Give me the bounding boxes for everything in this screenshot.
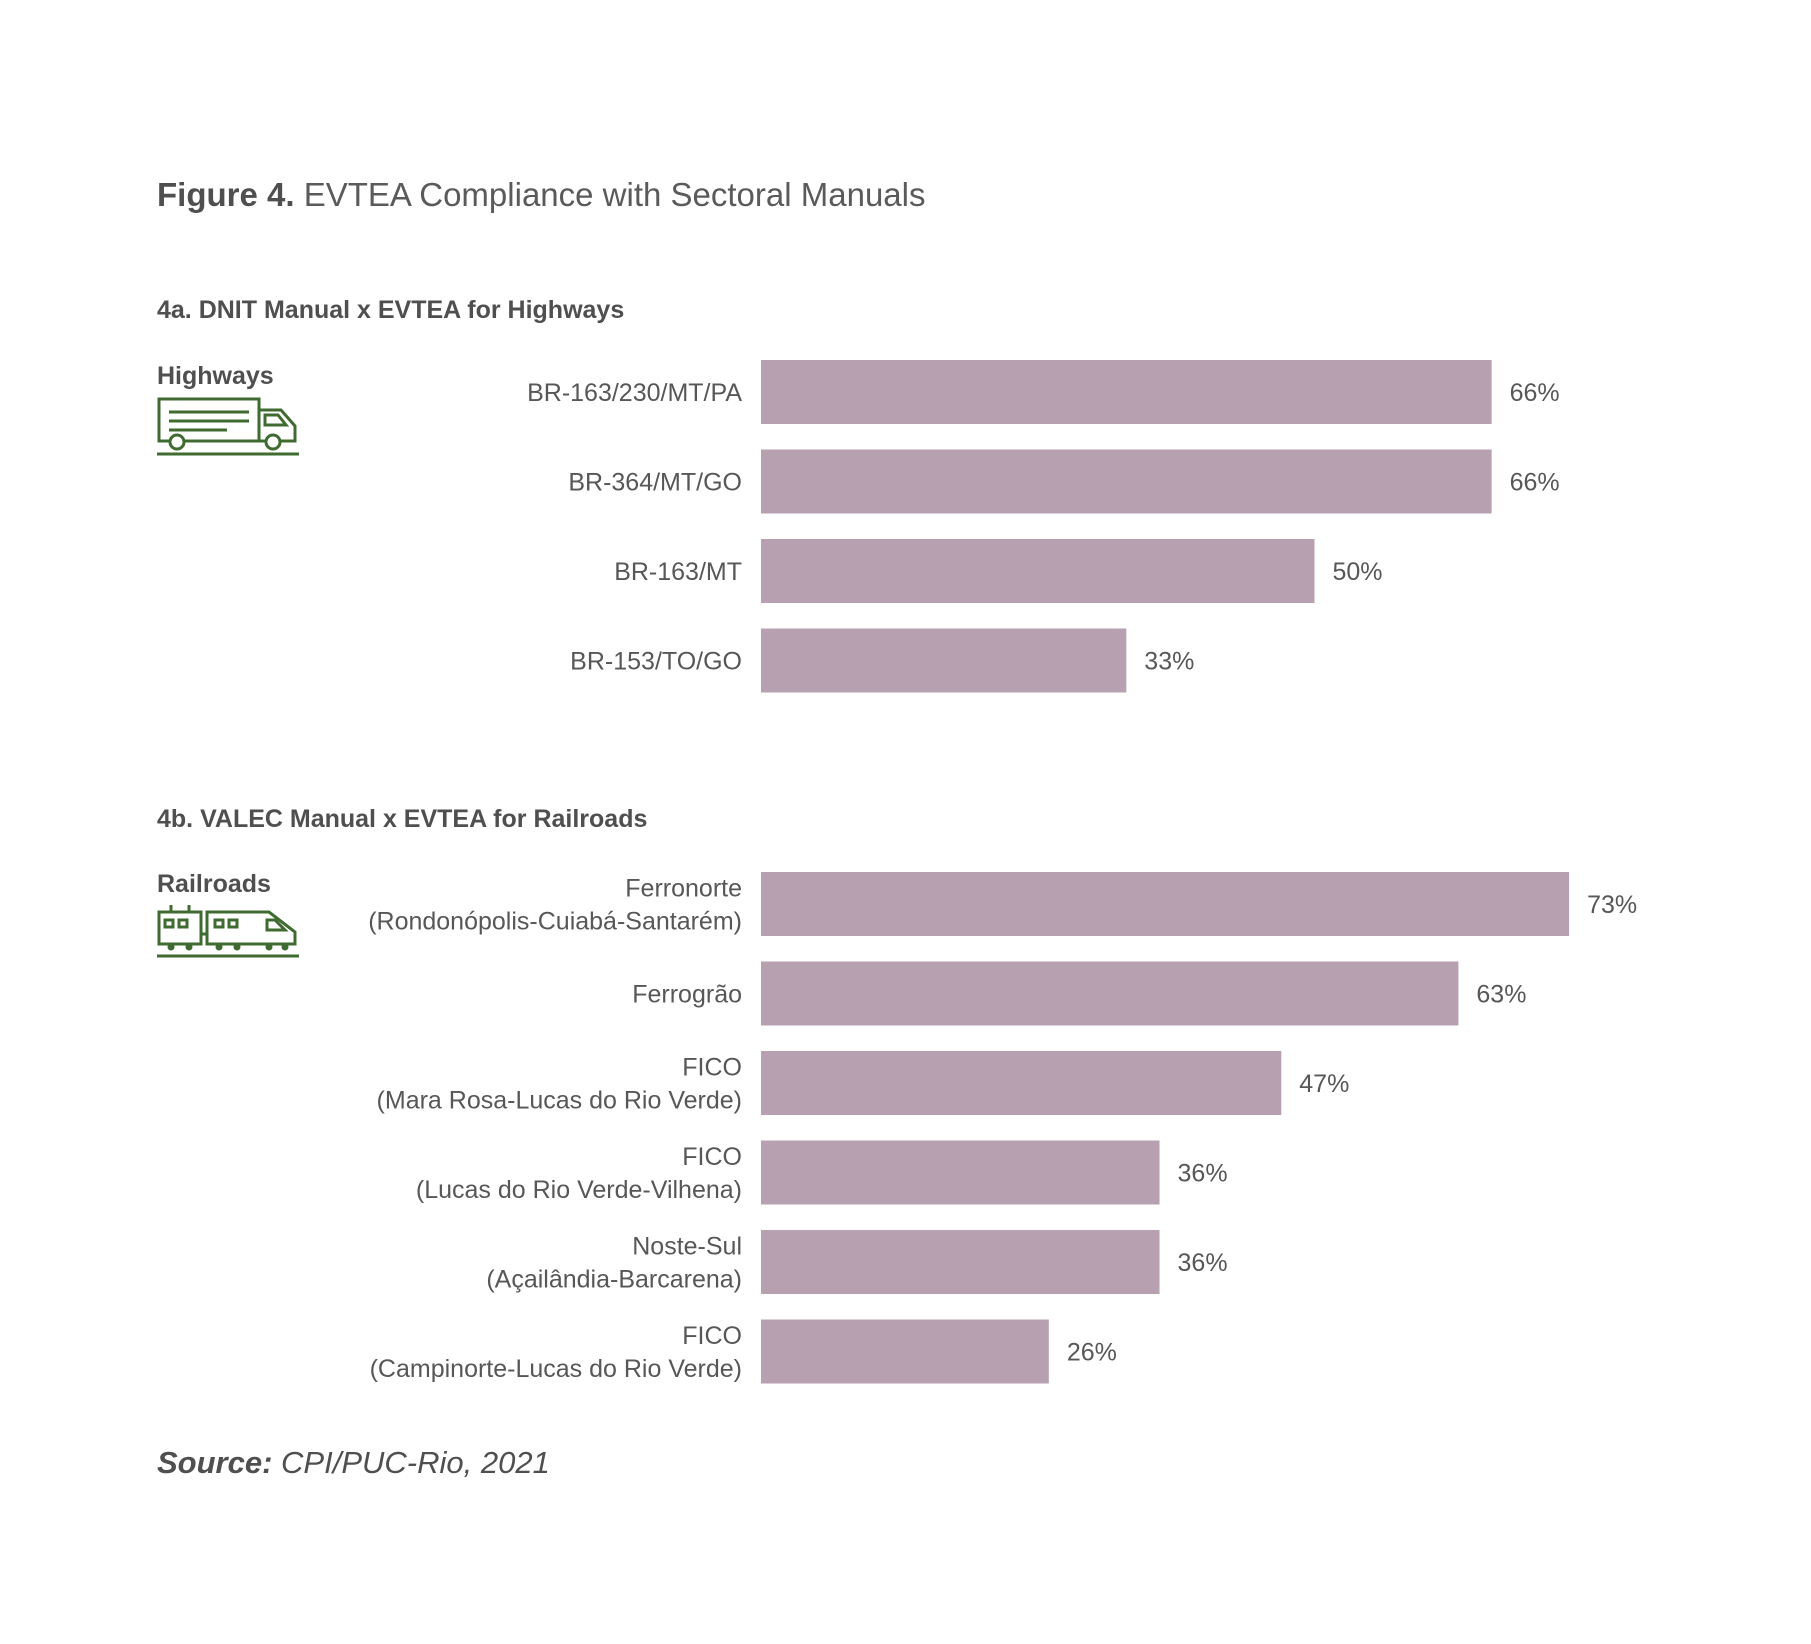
bar-category-label: FICO (Lucas do Rio Verde-Vilhena) (416, 1143, 742, 1204)
bar-value-label: 36% (1178, 1249, 1228, 1277)
bar-value-label: 73% (1587, 891, 1637, 919)
bar (761, 1319, 1049, 1384)
bar-value-label: 26% (1067, 1339, 1117, 1367)
bar-category-label: FICO (Campinorte-Lucas do Rio Verde) (370, 1322, 742, 1383)
bar-value-label: 66% (1510, 379, 1560, 407)
bar (761, 1230, 1160, 1294)
bar (761, 872, 1570, 936)
bar-value-label: 36% (1178, 1160, 1228, 1188)
bar (761, 449, 1492, 514)
bar-category-label: BR-153/TO/GO (570, 648, 742, 676)
bar-value-label: 47% (1299, 1070, 1349, 1098)
source-text: CPI/PUC-Rio, 2021 (281, 1445, 550, 1480)
bar-value-label: 50% (1333, 558, 1383, 586)
category-label-railroads: Railroads (157, 870, 271, 898)
category-label-highways: Highways (157, 362, 274, 390)
truck-icon (157, 397, 299, 456)
bar (761, 1051, 1282, 1115)
bar-category-label: Ferronorte (Rondonópolis-Cuiabá-Santarém) (368, 875, 742, 936)
section-title-railroads: 4b. VALEC Manual x EVTEA for Railroads (157, 805, 648, 833)
train-icon (157, 905, 299, 958)
bar-category-label: BR-364/MT/GO (568, 469, 742, 497)
railroads-bar-chart: Ferronorte (Rondonópolis-Cuiabá-Santarém)… (368, 872, 1637, 1384)
bar-value-label: 66% (1510, 469, 1560, 497)
figure-caption: EVTEA Compliance with Sectoral Manuals (303, 176, 926, 213)
bar (761, 1140, 1160, 1205)
source-note: Source: CPI/PUC-Rio, 2021 (157, 1445, 550, 1481)
highways-bar-chart: BR-163/230/MT/PA 66% BR-364/MT/GO 66% BR-163… (527, 360, 1560, 693)
bar (761, 628, 1127, 693)
bar (761, 961, 1459, 1026)
section-title-highways: 4a. DNIT Manual x EVTEA for Highways (157, 296, 625, 324)
bar-category-label: Ferrogrão (632, 981, 742, 1009)
bar-value-label: 33% (1144, 648, 1194, 676)
bar-category-label: BR-163/MT (614, 558, 742, 586)
source-label: Source: (157, 1445, 273, 1480)
bar-category-label: BR-163/230/MT/PA (527, 379, 742, 407)
bar-value-label: 63% (1476, 981, 1526, 1009)
bar (761, 360, 1492, 424)
figure-number: Figure 4. (157, 176, 295, 213)
bar-category-label: Noste-Sul (Açailândia-Barcarena) (486, 1233, 742, 1294)
figure-title: Figure 4. EVTEA Compliance with Sectoral… (157, 176, 925, 214)
bar-category-label: FICO (Mara Rosa-Lucas do Rio Verde) (377, 1054, 742, 1115)
bar (761, 539, 1315, 603)
